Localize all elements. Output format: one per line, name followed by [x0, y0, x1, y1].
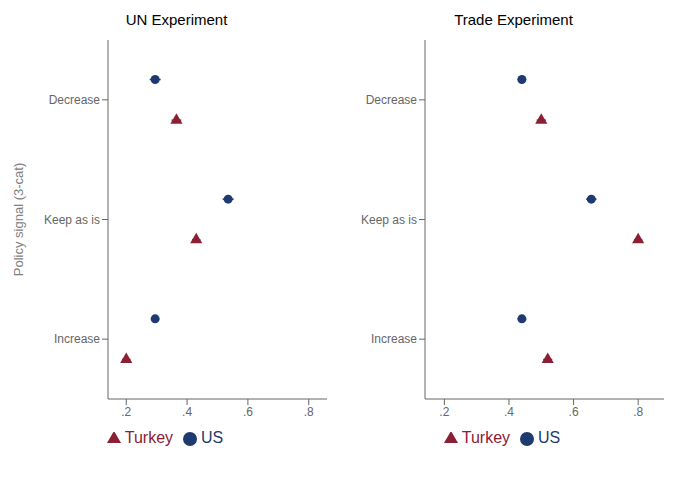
svg-text:Increase: Increase: [371, 332, 417, 346]
svg-text:Keep as is: Keep as is: [44, 213, 100, 227]
html-text:US: US: [538, 429, 561, 446]
html-text:Turkey: Turkey: [124, 429, 173, 446]
svg-text:.6: .6: [569, 405, 579, 419]
svg-text:Increase: Increase: [54, 332, 100, 346]
svg-text:.2: .2: [121, 405, 131, 419]
svg-text:Decrease: Decrease: [366, 93, 418, 107]
html-text:Trade Experiment: Trade Experiment: [454, 11, 573, 28]
svg-text:.8: .8: [304, 405, 314, 419]
svg-text:Keep as is: Keep as is: [361, 213, 417, 227]
svg-text:.2: .2: [439, 405, 449, 419]
html-text:Turkey: Turkey: [461, 429, 510, 446]
html-text:UN Experiment: UN Experiment: [125, 11, 228, 28]
svg-text:.4: .4: [182, 405, 192, 419]
svg-text:.4: .4: [504, 405, 514, 419]
html-text:US: US: [201, 429, 224, 446]
svg-text:Decrease: Decrease: [49, 93, 101, 107]
svg-text:Policy signal (3-cat): Policy signal (3-cat): [11, 163, 26, 276]
svg-text:.8: .8: [633, 405, 643, 419]
svg-text:.6: .6: [243, 405, 253, 419]
